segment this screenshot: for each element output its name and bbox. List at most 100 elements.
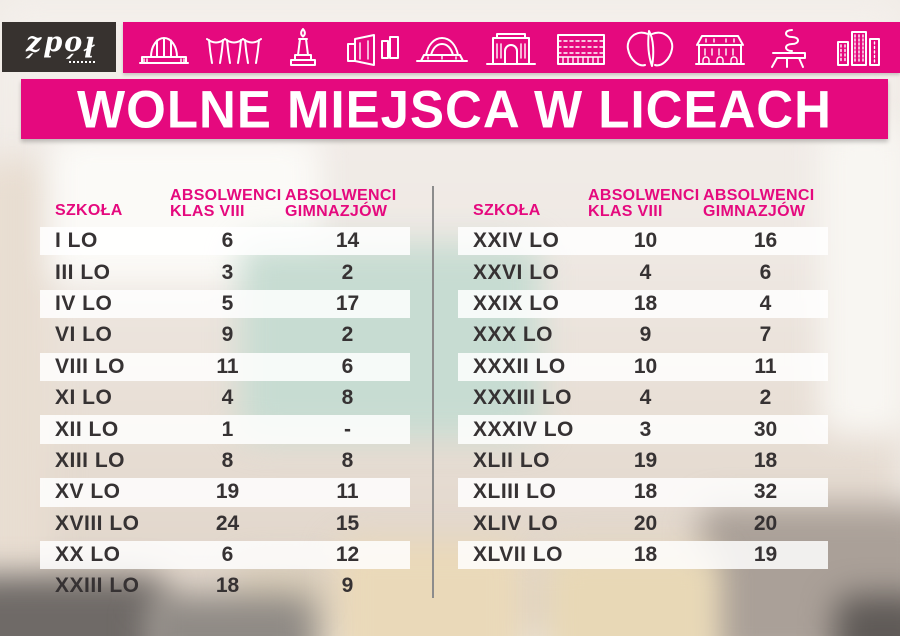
value-gimnazjow: 7 (759, 323, 772, 347)
header-klas-viii: ABSOLWENCI KLAS VIII (588, 187, 700, 220)
value-gimnazjow: 8 (341, 386, 354, 410)
background-blob (145, 595, 315, 636)
school-name: XIII LO (55, 448, 126, 472)
highrise-towers-icon (830, 26, 886, 70)
value-klas-viii: 1 (221, 417, 234, 441)
value-klas-viii: 4 (221, 386, 234, 410)
background-blob (835, 595, 900, 636)
table-row: XV LO 19 11 (40, 478, 410, 507)
apple-sculpture-icon (622, 26, 678, 70)
table-body: XXIV LO 10 16 XXVI LO 4 6 XXIX LO 18 4 XXX LO 9 7 XX… (458, 227, 828, 570)
value-gimnazjow: 2 (759, 386, 772, 410)
school-name: XLIII LO (473, 480, 557, 504)
background-blob (820, 125, 900, 435)
lodz-logo-tagline (69, 60, 95, 63)
value-klas-viii: 18 (633, 543, 658, 567)
value-gimnazjow: 17 (335, 291, 360, 315)
table-row: IV LO 5 17 (40, 289, 410, 319)
value-gimnazjow: - (344, 417, 351, 441)
value-klas-viii: 18 (633, 291, 658, 315)
school-name: I LO (55, 229, 98, 253)
table-row: XX LO 6 12 (40, 540, 410, 570)
landmarks-icon-bar (123, 22, 900, 73)
value-klas-viii: 3 (221, 260, 234, 284)
value-klas-viii: 8 (221, 448, 234, 472)
school-name: XXXIII LO (473, 386, 573, 410)
school-name: XXIV LO (473, 229, 560, 253)
table-row: XLVII LO 18 19 (458, 540, 828, 570)
table-row: III LO 3 2 (40, 258, 410, 286)
table-row: XIII LO 8 8 (40, 447, 410, 475)
value-gimnazjow: 32 (753, 480, 778, 504)
background-blob (0, 575, 165, 636)
striped-hall-icon (553, 26, 609, 70)
table-row: XXVI LO 4 6 (458, 258, 828, 286)
table-row: I LO 6 14 (40, 227, 410, 256)
header-klas-viii: ABSOLWENCI KLAS VIII (170, 187, 282, 220)
table-row: XI LO 4 8 (40, 384, 410, 412)
value-gimnazjow: 16 (753, 229, 778, 253)
lodz-logo: łódź (2, 22, 116, 72)
value-klas-viii: 3 (639, 417, 652, 441)
arena-icon (414, 26, 470, 70)
value-gimnazjow: 18 (753, 448, 778, 472)
title-banner: WOLNE MIEJSCA W LICEACH (21, 79, 888, 139)
school-name: VIII LO (55, 354, 126, 378)
school-name: IV LO (55, 291, 113, 315)
value-klas-viii: 4 (639, 260, 652, 284)
page-title: WOLNE MIEJSCA W LICEACH (77, 79, 832, 139)
school-name: XI LO (55, 386, 113, 410)
background-blob (240, 243, 540, 438)
monument-flame-icon (275, 26, 331, 70)
table-row: VI LO 9 2 (40, 321, 410, 349)
table-left: SZKOŁA ABSOLWENCI KLAS VIII ABSOLWENCI GIM… (40, 170, 410, 604)
value-gimnazjow: 11 (754, 354, 777, 378)
value-gimnazjow: 14 (335, 229, 360, 253)
value-klas-viii: 10 (633, 354, 658, 378)
school-name: XXIII LO (55, 574, 140, 598)
value-gimnazjow: 12 (335, 543, 360, 567)
value-klas-viii: 10 (633, 229, 658, 253)
palace-icon (692, 26, 748, 70)
value-gimnazjow: 2 (341, 260, 354, 284)
table-row: XXIV LO 10 16 (458, 227, 828, 256)
table-row: XXX LO 9 7 (458, 321, 828, 349)
tables-divider (432, 186, 434, 598)
school-name: XXXII LO (473, 354, 566, 378)
value-gimnazjow: 19 (753, 543, 778, 567)
lodz-logo-text: łódź (23, 29, 95, 61)
school-name: XLIV LO (473, 511, 559, 535)
value-gimnazjow: 15 (335, 511, 360, 535)
table-row: XXXIII LO 4 2 (458, 384, 828, 412)
dome-hall-icon (136, 26, 192, 70)
table-row: XXXIV LO 3 30 (458, 415, 828, 444)
value-klas-viii: 19 (215, 480, 240, 504)
school-name: XXXIV LO (473, 417, 574, 441)
gate-building-icon (483, 26, 539, 70)
value-klas-viii: 9 (221, 323, 234, 347)
value-klas-viii: 18 (633, 480, 658, 504)
spring-bench-icon (761, 26, 817, 70)
header-school: SZKOŁA (55, 202, 123, 219)
table-row: VIII LO 11 6 (40, 352, 410, 381)
school-name: XXVI LO (473, 260, 560, 284)
canopy-fountain-icon (205, 26, 262, 70)
school-name: XVIII LO (55, 511, 140, 535)
table-row: XLIII LO 18 32 (458, 478, 828, 507)
value-klas-viii: 24 (215, 511, 240, 535)
table-row: XLII LO 19 18 (458, 447, 828, 475)
value-klas-viii: 6 (221, 229, 234, 253)
value-gimnazjow: 11 (336, 480, 359, 504)
table-row: XII LO 1 - (40, 415, 410, 444)
header-gimnazjow: ABSOLWENCI GIMNAZJÓW (703, 187, 815, 220)
table-header: SZKOŁA ABSOLWENCI KLAS VIII ABSOLWENCI GIM… (458, 170, 828, 220)
school-name: XXIX LO (473, 291, 560, 315)
table-row: XXIX LO 18 4 (458, 289, 828, 319)
value-gimnazjow: 9 (341, 574, 354, 598)
value-klas-viii: 4 (639, 386, 652, 410)
value-klas-viii: 6 (221, 543, 234, 567)
school-name: VI LO (55, 323, 113, 347)
table-row: XXIII LO 18 9 (40, 572, 410, 600)
value-gimnazjow: 6 (759, 260, 772, 284)
school-name: XX LO (55, 543, 121, 567)
